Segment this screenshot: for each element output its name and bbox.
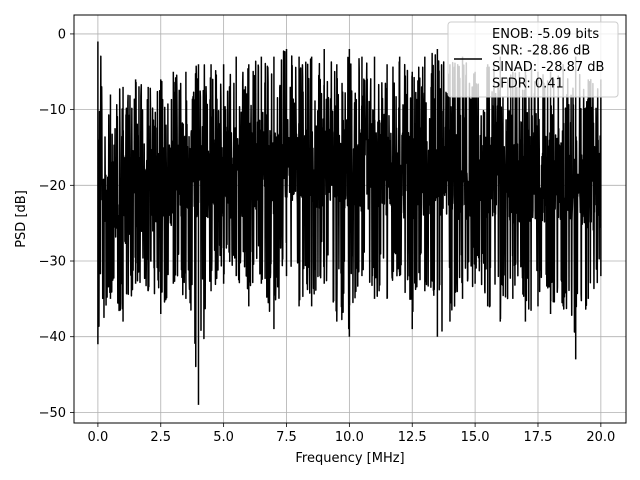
legend-sfdr: SFDR: 0.41 (492, 77, 564, 92)
x-tick-label: 5.0 (213, 430, 234, 445)
y-tick-label: −10 (39, 103, 66, 118)
axis-ticks: 0.0 2.5 5.0 7.5 10.0 12.5 15.0 17.5 20.0 0 −10 −20 −… (39, 27, 616, 445)
x-tick-label: 12.5 (398, 430, 427, 445)
x-tick-label: 2.5 (150, 430, 171, 445)
y-tick-label: −30 (39, 255, 66, 270)
legend-enob: ENOB: -5.09 bits (492, 27, 599, 42)
x-tick-label: 10.0 (335, 430, 364, 445)
x-axis-label: Frequency [MHz] (295, 451, 404, 466)
legend-sinad: SINAD: -28.87 dB (492, 60, 604, 75)
y-tick-label: −40 (39, 330, 66, 345)
psd-series (97, 41, 602, 405)
y-tick-label: 0 (58, 27, 66, 42)
legend-box (447, 21, 619, 98)
legend: ENOB: -5.09 bits SNR: -28.86 dB SINAD: -… (447, 21, 619, 98)
legend-snr: SNR: -28.86 dB (492, 44, 590, 59)
x-tick-label: 7.5 (276, 430, 297, 445)
y-tick-label: −50 (39, 406, 66, 421)
x-tick-label: 20.0 (586, 430, 615, 445)
plot-frame (73, 14, 627, 424)
x-tick-label: 15.0 (461, 430, 490, 445)
y-axis-label: PSD [dB] (14, 190, 29, 248)
y-tick-label: −20 (39, 179, 66, 194)
x-tick-label: 17.5 (524, 430, 553, 445)
x-tick-label: 0.0 (88, 430, 109, 445)
psd-line (97, 41, 602, 405)
